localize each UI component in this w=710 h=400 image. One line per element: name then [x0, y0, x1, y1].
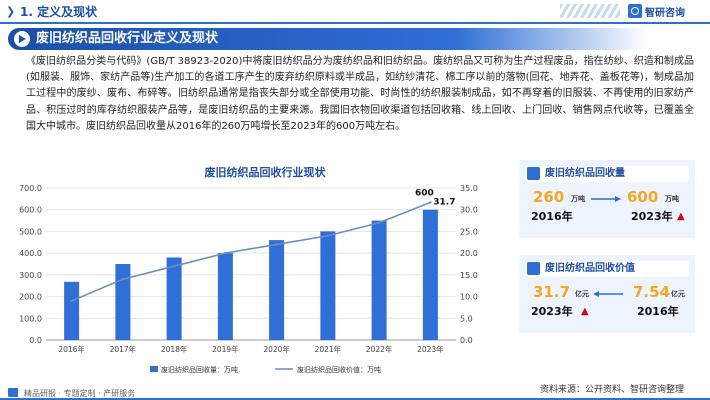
left-tick-label: 700.0 [19, 184, 42, 193]
legend-bar-swatch [150, 366, 158, 372]
line-point [70, 299, 73, 303]
line-point [172, 264, 176, 268]
left-tick-label: 100.0 [19, 314, 42, 323]
play-icon [14, 31, 30, 47]
footer-brand: 精品研报 · 专题定制 · 产研服务 [24, 389, 136, 398]
bottom-divider [0, 398, 710, 400]
source-note: 资料来源：公开资料、智研咨询整理 [540, 385, 685, 395]
line-point [326, 234, 330, 237]
line-point [377, 221, 381, 224]
line-data-label: 31.7 [433, 197, 455, 207]
x-tick-label: 2017年 [110, 344, 137, 354]
chevron-right-icon: ❯ [6, 5, 16, 18]
right-tick-label: 30.0 [460, 206, 478, 215]
left-tick-label: 500.0 [19, 227, 42, 236]
left-tick-label: 200.0 [19, 293, 42, 302]
left-tick-label: 300.0 [19, 271, 42, 280]
chart-icon [527, 262, 540, 275]
line-point [429, 201, 432, 204]
decorative-stripes [560, 4, 620, 18]
bar [269, 240, 285, 340]
bar [320, 231, 336, 340]
bar [166, 257, 182, 340]
card-header: 废旧纺织品回收价值 [525, 261, 689, 277]
bar [64, 281, 80, 340]
card-right-year: 2023年 [631, 210, 673, 223]
card-right-year: 2016年 [637, 305, 679, 318]
combo-chart: 0.0 100.0 200.0 300.0 400.0 500.0 600.0 700.0 0.… [19, 184, 478, 374]
chart-title: 废旧纺织品回收行业现状 [204, 166, 326, 179]
right-tick-label: 5.0 [460, 314, 473, 323]
card-right-unit: 万吨 [665, 195, 679, 203]
brand-logo: 智研咨询 [628, 3, 685, 19]
left-tick-label: 0.0 [29, 336, 42, 345]
right-tick-label: 10.0 [460, 293, 478, 302]
x-tick-label: 2019年 [212, 344, 239, 354]
card-left-year: 2016年 [531, 210, 573, 223]
up-arrow-icon: ▲ [581, 306, 589, 317]
card-left-value: 31.7 [533, 283, 571, 301]
card-right-value: 7.54 [633, 283, 671, 301]
card-left-unit: 亿元 [575, 290, 589, 298]
right-tick-label: 15.0 [460, 271, 478, 280]
chart-icon [527, 167, 540, 180]
logo-text: 智研咨询 [645, 7, 685, 19]
card-recovery-volume: 废旧纺织品回收量 260 万吨 600 万吨 2016年 2023年 ▲ [519, 160, 695, 238]
x-tick-label: 2018年 [161, 344, 188, 354]
section-title: 1. 定义及现状 [20, 5, 98, 19]
top-divider [0, 22, 710, 24]
arrow-left-icon [593, 291, 623, 297]
legend-bar-label: 废旧纺织品回收量：万吨 [161, 365, 238, 374]
card-left-unit: 万吨 [571, 195, 585, 203]
card-header: 废旧纺织品回收量 [525, 166, 689, 182]
card-title: 废旧纺织品回收价值 [545, 263, 635, 274]
brand-icon [8, 388, 18, 397]
legend-line-label: 废旧纺织品回收价值：万吨 [297, 365, 381, 374]
bar [217, 253, 233, 340]
card-title: 废旧纺织品回收量 [545, 168, 625, 179]
bar [371, 220, 387, 340]
card-right-value: 600 [627, 188, 659, 206]
arrow-right-icon [591, 196, 621, 202]
x-tick-label: 2020年 [263, 344, 290, 354]
right-tick-label: 25.0 [460, 227, 478, 236]
x-tick-label: 2021年 [315, 344, 342, 354]
title-banner: 废旧纺织品回收行业定义及现状 [8, 28, 648, 50]
bar-data-label: 600 [415, 189, 434, 199]
line-point [224, 251, 227, 255]
card-recovery-value: 废旧纺织品回收价值 31.7 亿元 7.54 亿元 2023年 ▲ 2016年 [519, 255, 695, 333]
line-point [121, 278, 125, 281]
bar [115, 264, 131, 340]
page-title: 废旧纺织品回收行业定义及现状 [36, 31, 219, 46]
line-point [275, 243, 278, 246]
x-tick-label: 2022年 [366, 344, 393, 354]
top-bar: ❯ 1. 定义及现状 智研咨询 [0, 0, 710, 24]
logo-icon [628, 4, 642, 18]
x-tick-label: 2016年 [58, 344, 85, 354]
card-left-year: 2023年 [531, 305, 573, 318]
footer: 资料来源：公开资料、智研咨询整理 [0, 378, 710, 400]
card-left-value: 260 [533, 188, 565, 206]
bar [422, 209, 438, 340]
left-tick-label: 400.0 [19, 249, 42, 258]
line-series [71, 201, 431, 302]
right-tick-label: 20.0 [460, 249, 478, 258]
intro-paragraph: 《废旧纺织品分类与代码》(GB/T 38923-2020)中将废旧纺织品分为废纺… [26, 56, 694, 132]
right-tick-label: 35.0 [460, 184, 478, 193]
up-arrow-icon: ▲ [677, 211, 685, 222]
left-tick-label: 600.0 [19, 206, 42, 215]
x-tick-label: 2023年 [417, 344, 444, 354]
right-tick-label: 0.0 [460, 336, 473, 345]
card-right-unit: 亿元 [671, 290, 685, 298]
